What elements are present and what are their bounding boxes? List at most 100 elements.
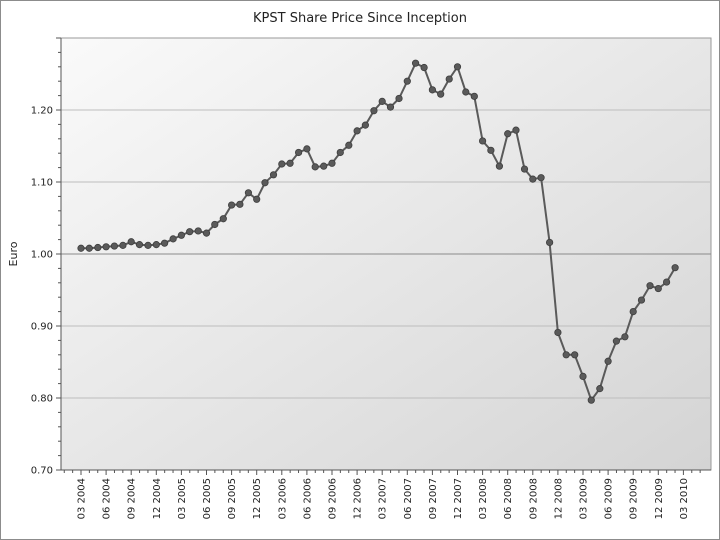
x-tick-label: 03 2008: [478, 478, 489, 519]
x-tick-label: 12 2008: [553, 478, 564, 519]
y-tick-label: 0.70: [31, 466, 53, 477]
data-point: [445, 75, 453, 83]
data-point: [110, 242, 118, 250]
chart-title: KPST Share Price Since Inception: [253, 11, 467, 26]
data-point: [378, 97, 386, 105]
data-point: [462, 88, 470, 96]
x-tick-label: 09 2004: [127, 478, 138, 519]
x-tick-label: 12 2009: [654, 478, 665, 519]
y-axis-label: Euro: [7, 241, 20, 266]
data-point: [186, 228, 194, 236]
y-tick-label: 1.20: [31, 106, 53, 117]
data-point: [211, 220, 219, 229]
data-point: [303, 145, 311, 153]
data-point: [219, 215, 227, 223]
x-tick-label: 03 2010: [679, 478, 690, 519]
data-point: [554, 328, 562, 337]
y-tick-label: 0.80: [31, 394, 53, 405]
x-tick-label: 12 2004: [152, 478, 163, 519]
x-tick-label: 06 2009: [604, 478, 615, 519]
data-point: [571, 351, 579, 359]
data-point: [596, 385, 604, 393]
x-tick-label: 09 2009: [629, 478, 640, 519]
data-point: [236, 200, 244, 208]
x-tick-label: 03 2005: [177, 478, 188, 519]
data-point: [587, 396, 595, 404]
data-point: [504, 130, 512, 138]
data-point: [286, 159, 294, 167]
data-point: [244, 189, 253, 197]
grid-lines: [61, 109, 711, 399]
data-point: [453, 63, 462, 71]
data-point: [529, 175, 537, 183]
data-point: [278, 160, 286, 168]
y-axis-ticks: 0.70 0.80 0.90 1.00 1.10 1.20: [31, 37, 61, 477]
data-point: [420, 63, 428, 72]
data-point: [654, 284, 662, 293]
x-tick-label: 03 2004: [77, 478, 88, 519]
data-point: [152, 241, 160, 249]
data-point: [127, 238, 135, 246]
data-point: [261, 179, 269, 187]
data-point: [370, 107, 378, 115]
data-point: [579, 372, 587, 380]
data-point: [160, 239, 169, 247]
y-tick-label: 0.90: [31, 322, 53, 333]
series-layer: [77, 59, 679, 404]
data-point: [102, 243, 110, 251]
data-point: [194, 227, 202, 235]
data-point: [612, 337, 620, 345]
data-point: [228, 201, 236, 209]
data-point: [386, 103, 395, 111]
x-tick-label: 09 2006: [328, 478, 339, 519]
x-tick-label: 06 2006: [302, 478, 313, 519]
x-tick-label: 06 2005: [202, 478, 213, 519]
data-point: [470, 92, 478, 100]
x-tick-label: 12 2005: [252, 478, 263, 519]
data-point: [169, 235, 177, 243]
data-point: [395, 94, 403, 103]
x-axis-ticks: 03 2004 06 2004 09 2004 12 2004 03 2005 06 20…: [63, 470, 701, 519]
data-point: [320, 162, 328, 170]
data-point: [662, 278, 671, 286]
data-point: [135, 241, 144, 249]
data-point: [546, 238, 554, 247]
x-tick-label: 06 2004: [102, 478, 113, 519]
x-tick-label: 09 2008: [528, 478, 539, 519]
data-point: [345, 141, 353, 149]
data-point: [94, 243, 102, 252]
data-point: [295, 148, 303, 157]
x-tick-label: 06 2008: [503, 478, 514, 519]
data-point: [512, 126, 520, 134]
data-point: [144, 241, 152, 249]
y-tick-label: 1.10: [31, 178, 53, 189]
x-tick-label: 06 2007: [403, 478, 414, 519]
data-point: [629, 307, 637, 316]
data-point: [562, 351, 570, 359]
data-point: [411, 59, 420, 67]
data-point: [311, 163, 319, 171]
x-tick-label: 12 2006: [353, 478, 364, 519]
data-point: [637, 296, 646, 304]
data-point: [253, 195, 261, 203]
data-point: [487, 146, 495, 154]
x-tick-label: 09 2005: [227, 478, 238, 519]
data-point: [428, 86, 436, 94]
x-tick-label: 03 2009: [579, 478, 590, 519]
data-point: [403, 77, 411, 85]
data-point: [621, 333, 629, 341]
data-point: [671, 264, 679, 272]
data-point: [177, 231, 185, 239]
data-point: [77, 244, 85, 252]
data-point: [520, 165, 529, 173]
data-point: [437, 90, 445, 98]
x-tick-label: 12 2007: [453, 478, 464, 519]
data-point: [336, 148, 344, 157]
x-tick-label: 09 2007: [428, 478, 439, 519]
x-tick-label: 03 2007: [378, 478, 389, 519]
data-point: [646, 282, 654, 290]
data-point: [361, 121, 369, 129]
data-point: [85, 244, 93, 252]
